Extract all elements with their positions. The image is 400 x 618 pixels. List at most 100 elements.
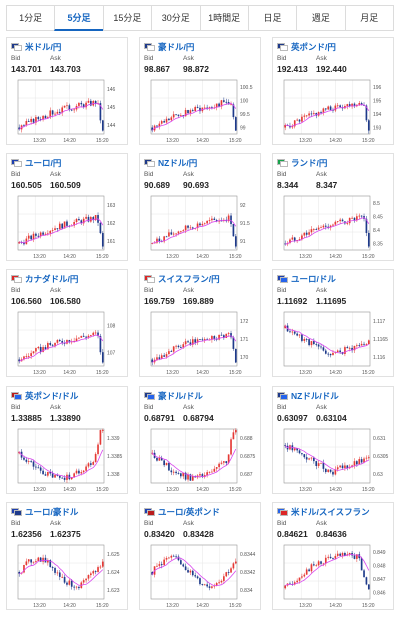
mini-chart[interactable]: 8.5 8.45 8.4 8.35 13:20 14:20 15:20: [277, 194, 393, 260]
pair-name-link[interactable]: ユーロ/英ポンド: [158, 507, 220, 517]
pair-name-link[interactable]: 豪ドル/円: [158, 42, 195, 52]
currency-card[interactable]: 米ドル/円 Bid Ask 143.701 143.703 146 145 144 13:20 1…: [6, 37, 128, 145]
tab-6[interactable]: 週足: [296, 5, 345, 31]
currency-card[interactable]: 英ポンド/ドル Bid Ask 1.33885 1.33890 1.339 1.3385 1.…: [6, 386, 128, 494]
x-tick-label: 13:20: [166, 138, 179, 144]
x-tick-label: 13:20: [299, 603, 312, 609]
candle-body: [358, 345, 361, 347]
tab-4[interactable]: 1時間足: [199, 5, 248, 31]
currency-card[interactable]: NZドル/ドル Bid Ask 0.63097 0.63104 0.631 0.6305 0.…: [272, 386, 394, 494]
x-tick-label: 13:20: [166, 370, 179, 376]
pair-name-link[interactable]: 英ポンド/円: [291, 42, 336, 52]
candle-body: [87, 335, 90, 338]
candle-body: [365, 105, 368, 121]
candle-body: [78, 470, 80, 474]
candle-body: [54, 113, 56, 115]
candle-body: [234, 348, 237, 363]
candle-body: [54, 568, 56, 573]
chart-svg: 1.339 1.3385 1.338 13:20 14:20 15:20: [17, 428, 123, 493]
currency-card[interactable]: 米ドル/スイスフラン Bid Ask 0.84621 0.84636 0.849 0.848…: [272, 502, 394, 610]
x-tick-label: 13:20: [33, 138, 46, 144]
pair-name-link[interactable]: ランド/円: [291, 158, 328, 168]
pair-name-link[interactable]: ユーロ/豪ドル: [25, 507, 79, 517]
pair-name-link[interactable]: スイスフラン/円: [158, 274, 220, 284]
candle-body: [37, 346, 40, 349]
price-labels: Bid Ask: [144, 171, 254, 180]
currency-card[interactable]: 豪ドル/ドル Bid Ask 0.68791 0.68794 0.688 0.6875 0.6…: [139, 386, 261, 494]
mini-chart[interactable]: 196 195 194 193 13:20 14:20 15:20: [277, 78, 393, 144]
candle-body: [56, 474, 59, 476]
bid-label: Bid: [11, 171, 21, 178]
candle-body: [25, 356, 28, 357]
candle-body: [191, 227, 194, 229]
mini-chart[interactable]: 1.339 1.3385 1.338 13:20 14:20 15:20: [11, 427, 127, 493]
bid-label: Bid: [11, 520, 21, 527]
mini-chart[interactable]: 1.117 1.1165 1.116 13:20 14:20 15:20: [277, 310, 393, 376]
candle-body: [47, 233, 49, 235]
pair-name-link[interactable]: NZドル/円: [158, 158, 198, 168]
candle-body: [194, 575, 197, 577]
mini-chart[interactable]: 0.8344 0.8342 0.834 13:20 14:20 15:20: [144, 543, 260, 609]
candle-body: [298, 577, 301, 581]
mini-chart[interactable]: 1.625 1.624 1.623 13:20 14:20 15:20: [11, 543, 127, 609]
pair-name-link[interactable]: 英ポンド/ドル: [25, 391, 79, 401]
price-values: 169.759 169.889: [144, 296, 260, 307]
candle-body: [339, 219, 341, 222]
candle-body: [296, 333, 298, 336]
pair-name-link[interactable]: カナダドル/円: [25, 274, 79, 284]
mini-chart[interactable]: 0.688 0.6875 0.687 13:20 14:20 15:20: [144, 427, 260, 493]
price-values: 98.867 98.872: [144, 64, 260, 75]
tab-3[interactable]: 30分足: [151, 5, 200, 31]
candle-body: [211, 107, 213, 108]
currency-card[interactable]: スイスフラン/円 Bid Ask 169.759 169.889 172 171 170 13:…: [139, 269, 261, 377]
candle-body: [232, 337, 235, 349]
candle-body: [158, 123, 161, 127]
pair-name-link[interactable]: ユーロ/ドル: [291, 274, 336, 284]
candle-body: [232, 224, 235, 237]
pair-name-link[interactable]: 米ドル/スイスフラン: [291, 507, 370, 517]
candle-body: [310, 564, 313, 572]
ask-value: 98.872: [183, 64, 209, 74]
candle-body: [230, 439, 232, 455]
mini-chart[interactable]: 100.5 100 99.5 99 13:20 14:20 15:20: [144, 78, 260, 144]
mini-chart[interactable]: 146 145 144 13:20 14:20 15:20: [11, 78, 127, 144]
currency-card[interactable]: NZドル/円 Bid Ask 90.689 90.693 92 91.5 91 13:20 14:…: [139, 153, 261, 261]
currency-card[interactable]: カナダドル/円 Bid Ask 106.560 106.580 108 107 13:20 14…: [6, 269, 128, 377]
tab-0[interactable]: 1分足: [6, 5, 55, 31]
tab-7[interactable]: 月足: [344, 5, 394, 31]
currency-card[interactable]: ランド/円 Bid Ask 8.344 8.347 8.5 8.45 8.4 8.35 13:20…: [272, 153, 394, 261]
pair-name-link[interactable]: ユーロ/円: [25, 158, 62, 168]
mini-chart[interactable]: 172 171 170 13:20 14:20 15:20: [144, 310, 260, 376]
tab-5[interactable]: 日足: [247, 5, 297, 31]
currency-card[interactable]: ユーロ/円 Bid Ask 160.505 160.509 163 162 161 13:20 1…: [6, 153, 128, 261]
mini-chart[interactable]: 163 162 161 13:20 14:20 15:20: [11, 194, 127, 260]
candle-body: [87, 575, 90, 579]
candle-body: [339, 553, 341, 556]
candle-body: [344, 465, 346, 469]
pair-name-link[interactable]: NZドル/ドル: [291, 391, 339, 401]
currency-card[interactable]: ユーロ/ドル Bid Ask 1.11692 1.11695 1.117 1.1165 1.1…: [272, 269, 394, 377]
currency-card[interactable]: ユーロ/英ポンド Bid Ask 0.83420 0.83428 0.8344 0.8342…: [139, 502, 261, 610]
tab-1[interactable]: 5分足: [54, 5, 103, 31]
candle-body: [308, 458, 310, 460]
candle-body: [87, 216, 90, 222]
candle-body: [92, 332, 95, 336]
mini-chart[interactable]: 92 91.5 91 13:20 14:20 15:20: [144, 194, 260, 260]
currency-card[interactable]: ユーロ/豪ドル Bid Ask 1.62356 1.62375 1.625 1.624 1.6…: [6, 502, 128, 610]
candle-body: [99, 336, 102, 353]
pair-name-link[interactable]: 豪ドル/ドル: [158, 391, 203, 401]
candle-body: [199, 223, 201, 226]
chart-svg: 163 162 161 13:20 14:20 15:20: [17, 195, 116, 260]
pair-name-link[interactable]: 米ドル/円: [25, 42, 62, 52]
candle-body: [346, 465, 349, 469]
currency-card[interactable]: 英ポンド/円 Bid Ask 192.413 192.440 196 195 194 193 13…: [272, 37, 394, 145]
y-tick-label: 92: [240, 203, 246, 209]
mini-chart[interactable]: 0.849 0.848 0.847 0.846 13:20 14:20 15:20: [277, 543, 393, 609]
card-header: ユーロ/英ポンド: [144, 506, 258, 518]
candle-body: [182, 115, 185, 117]
mini-chart[interactable]: 0.631 0.6305 0.63 13:20 14:20 15:20: [277, 427, 393, 493]
mini-chart[interactable]: 108 107 13:20 14:20 15:20: [11, 310, 127, 376]
tab-2[interactable]: 15分足: [102, 5, 152, 31]
currency-card[interactable]: 豪ドル/円 Bid Ask 98.867 98.872 100.5 100 99.5 99 13:…: [139, 37, 261, 145]
flag-icon: [11, 159, 22, 167]
